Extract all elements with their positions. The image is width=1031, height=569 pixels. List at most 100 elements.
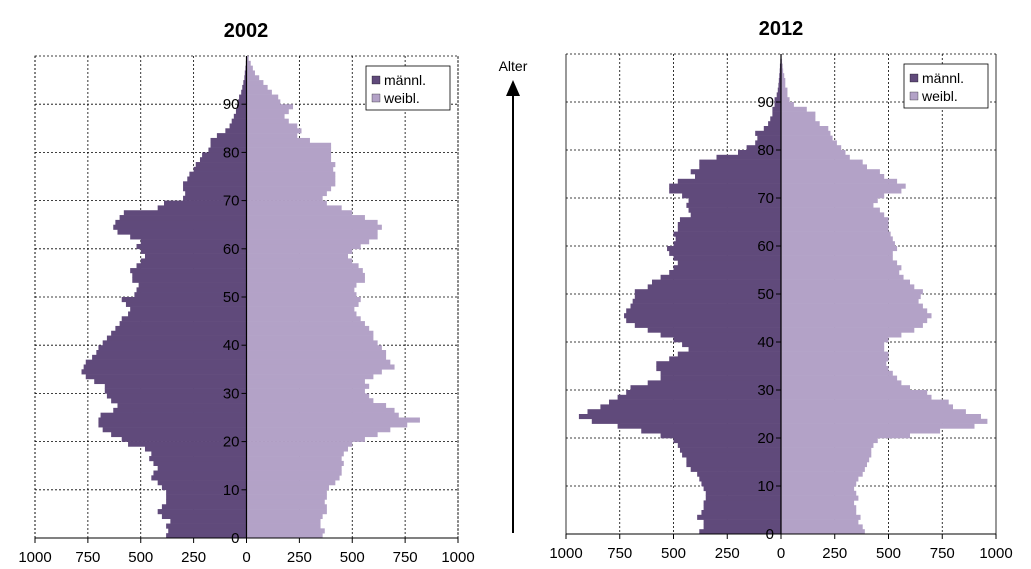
bar-female <box>246 258 353 264</box>
bar-male <box>677 442 781 448</box>
bar-male <box>755 130 781 136</box>
bar-female <box>781 462 867 468</box>
bar-male <box>157 465 247 471</box>
bar-male <box>121 316 247 322</box>
bar-female <box>246 350 387 356</box>
bar-female <box>246 460 344 466</box>
bar-female <box>781 159 863 165</box>
bar-female <box>781 486 855 492</box>
bar-male <box>161 484 247 491</box>
bar-female <box>781 92 788 98</box>
bar-male <box>677 351 781 357</box>
bar-female <box>246 219 378 225</box>
bar-female <box>246 325 370 332</box>
bar-male <box>682 452 781 458</box>
bar-male <box>189 171 247 177</box>
bar-male <box>208 147 247 153</box>
bar-female <box>781 308 928 314</box>
y-tick-label: 40 <box>223 337 240 354</box>
bar-female <box>781 154 850 160</box>
bar-male <box>134 292 247 298</box>
bar-male <box>703 524 781 530</box>
bar-male <box>755 140 781 146</box>
bar-female <box>781 423 975 429</box>
bar-female <box>246 383 370 389</box>
bar-male <box>157 509 247 515</box>
bar-female <box>781 116 816 122</box>
bar-male <box>144 446 247 452</box>
bar-female <box>781 529 865 535</box>
bar-female <box>781 380 902 386</box>
bar-female <box>246 301 359 307</box>
bar-male <box>157 205 247 211</box>
bar-male <box>703 519 781 525</box>
bar-male <box>125 301 247 307</box>
bar-male <box>587 409 781 415</box>
bar-male <box>600 404 781 410</box>
bar-male <box>168 528 247 534</box>
bar-female <box>781 188 902 194</box>
age-axis-label: Alter <box>499 58 528 74</box>
bar-female <box>781 428 941 434</box>
x-tick-label: 500 <box>661 545 686 562</box>
bar-male <box>660 433 781 439</box>
bar-male <box>703 505 781 511</box>
bar-female <box>781 510 857 516</box>
bar-male <box>98 422 247 428</box>
bar-male <box>183 181 247 187</box>
y-tick-label: 90 <box>757 94 774 111</box>
bar-male <box>673 255 781 261</box>
bar-female <box>781 250 893 256</box>
bar-male <box>738 150 781 156</box>
bar-male <box>130 306 247 312</box>
bar-male <box>130 234 247 240</box>
bar-male <box>85 374 247 380</box>
bar-male <box>660 370 781 376</box>
bar-male <box>703 486 781 492</box>
bar-female <box>246 118 289 124</box>
bar-male <box>673 241 781 247</box>
bar-male <box>140 258 247 264</box>
bar-male <box>83 364 247 370</box>
bar-female <box>781 126 829 132</box>
bar-male <box>238 99 247 105</box>
x-tick-label: 250 <box>181 549 206 566</box>
legend-label: weibl. <box>383 90 420 106</box>
bar-female <box>781 433 910 439</box>
x-tick-label: 250 <box>715 545 740 562</box>
bar-female <box>781 500 855 506</box>
bar-female <box>246 243 361 250</box>
bar-male <box>166 533 247 539</box>
bar-female <box>781 68 784 74</box>
bar-male <box>236 104 247 110</box>
bar-male <box>210 137 247 144</box>
bar-female <box>246 499 325 505</box>
legend-swatch <box>371 75 381 85</box>
bar-female <box>781 279 910 285</box>
bar-male <box>778 82 781 88</box>
y-tick-label: 0 <box>766 526 774 543</box>
series-female <box>781 54 988 535</box>
bar-female <box>246 104 294 110</box>
bar-female <box>246 229 378 235</box>
bar-male <box>660 332 781 338</box>
x-tick-label: 0 <box>242 549 250 566</box>
bar-female <box>781 351 889 357</box>
bar-female <box>781 246 898 252</box>
bar-female <box>781 150 846 156</box>
y-tick-label: 30 <box>223 385 240 402</box>
bar-male <box>98 345 247 351</box>
y-tick-label: 70 <box>223 193 240 210</box>
bar-male <box>166 494 247 500</box>
bar-female <box>781 82 786 88</box>
bar-female <box>246 205 342 211</box>
bar-male <box>210 142 247 148</box>
bar-male <box>157 480 247 486</box>
bar-female <box>246 282 357 288</box>
bar-male <box>634 294 781 300</box>
bar-male <box>656 361 781 367</box>
bar-female <box>246 224 382 230</box>
bar-female <box>781 289 923 295</box>
bar-female <box>246 84 268 91</box>
